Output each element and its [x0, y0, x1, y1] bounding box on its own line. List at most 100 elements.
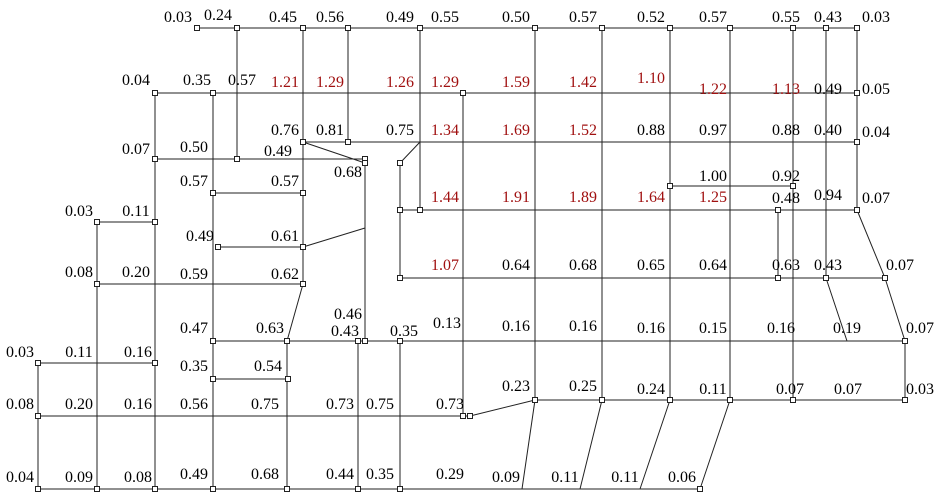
flow-label: 0.20: [65, 396, 93, 413]
flow-label: 0.49: [180, 466, 208, 483]
flow-label: 1.42: [569, 74, 597, 91]
flow-label: 0.07: [886, 257, 914, 274]
flow-label: 0.97: [699, 122, 727, 139]
flow-label: 0.52: [637, 9, 665, 26]
labels: 0.03 0.24 0.45 0.56 0.49 0.55 0.50 0.57 0.52 0.57…: [6, 7, 934, 486]
node: [300, 25, 306, 31]
flow-label: 0.11: [65, 344, 92, 361]
node: [667, 25, 673, 31]
node: [397, 160, 403, 166]
node: [854, 90, 860, 96]
node: [152, 90, 158, 96]
node: [727, 25, 733, 31]
node: [882, 275, 888, 281]
flow-label: 0.35: [366, 466, 394, 483]
node: [345, 25, 351, 31]
flow-label: 1.13: [772, 81, 800, 98]
flow-label: 0.16: [637, 320, 665, 337]
flow-label: 0.57: [271, 173, 299, 190]
node: [215, 244, 221, 250]
flow-label: 0.04: [6, 469, 34, 486]
flow-label: 0.03: [906, 381, 934, 398]
flow-label: 0.76: [271, 122, 299, 139]
flow-label: 1.34: [431, 122, 459, 139]
flow-label: 0.35: [183, 72, 211, 89]
flow-label: 0.24: [637, 381, 665, 398]
node: [300, 281, 306, 287]
flow-label: 0.44: [326, 466, 354, 483]
flow-label: 0.07: [834, 381, 862, 398]
node: [300, 139, 306, 145]
node: [854, 25, 860, 31]
flow-label: 0.73: [436, 396, 464, 413]
flow-label: 1.22: [699, 81, 727, 98]
node: [460, 413, 466, 419]
flow-label: 0.03: [65, 203, 93, 220]
node: [823, 25, 829, 31]
node: [194, 25, 200, 31]
flow-label: 0.06: [668, 469, 696, 486]
flow-label: 0.49: [386, 9, 414, 26]
node: [35, 413, 41, 419]
flow-label: 0.57: [699, 9, 727, 26]
flow-label: 0.07: [862, 190, 890, 207]
flow-label: 1.44: [431, 189, 459, 206]
flow-label: 0.68: [334, 164, 362, 181]
flow-label: 0.68: [251, 466, 279, 483]
flow-label: 0.16: [569, 318, 597, 335]
flow-label: 0.09: [492, 469, 520, 486]
flow-label: 0.46: [334, 306, 362, 323]
flow-label: 0.64: [502, 257, 530, 274]
node: [94, 281, 100, 287]
node: [532, 25, 538, 31]
flow-label: 0.03: [6, 344, 34, 361]
node: [284, 486, 290, 492]
flow-label: 0.57: [569, 9, 597, 26]
flow-label: 0.49: [186, 228, 214, 245]
node: [210, 90, 216, 96]
flow-label: 0.19: [833, 320, 861, 337]
flow-label: 0.68: [569, 257, 597, 274]
flow-label: 0.43: [814, 257, 842, 274]
node: [790, 183, 796, 189]
flow-label: 1.07: [431, 257, 459, 274]
node: [727, 397, 733, 403]
flow-label: 0.56: [180, 396, 208, 413]
flow-label: 0.64: [699, 257, 727, 274]
node: [152, 360, 158, 366]
node: [667, 183, 673, 189]
node: [697, 486, 703, 492]
node: [355, 338, 361, 344]
node: [823, 275, 829, 281]
node: [94, 219, 100, 225]
flow-label: 1.25: [699, 189, 727, 206]
node: [397, 486, 403, 492]
flow-label: 0.35: [390, 323, 418, 340]
flow-label: 0.07: [122, 141, 150, 158]
flow-label: 0.48: [772, 190, 800, 207]
flow-label: 1.52: [569, 122, 597, 139]
flow-label: 0.47: [180, 320, 208, 337]
flow-label: 0.65: [637, 257, 665, 274]
flow-label: 0.08: [124, 469, 152, 486]
flow-label: 0.07: [776, 381, 804, 398]
flow-label: 1.64: [637, 189, 665, 206]
flow-label: 0.75: [366, 396, 394, 413]
flow-label: 0.59: [180, 266, 208, 283]
node: [667, 397, 673, 403]
node: [362, 338, 368, 344]
flow-label: 0.55: [772, 9, 800, 26]
node: [300, 244, 306, 250]
flow-label: 0.09: [65, 469, 93, 486]
flow-label: 0.11: [699, 381, 726, 398]
node: [355, 486, 361, 492]
node: [284, 338, 290, 344]
node: [417, 207, 423, 213]
flow-label: 1.00: [699, 168, 727, 185]
flow-label: 0.15: [699, 320, 727, 337]
flow-label: 0.40: [814, 122, 842, 139]
flow-label: 0.11: [551, 469, 578, 486]
flow-label: 0.08: [6, 396, 34, 413]
flow-label: 0.88: [637, 122, 665, 139]
flow-label: 0.50: [502, 9, 530, 26]
